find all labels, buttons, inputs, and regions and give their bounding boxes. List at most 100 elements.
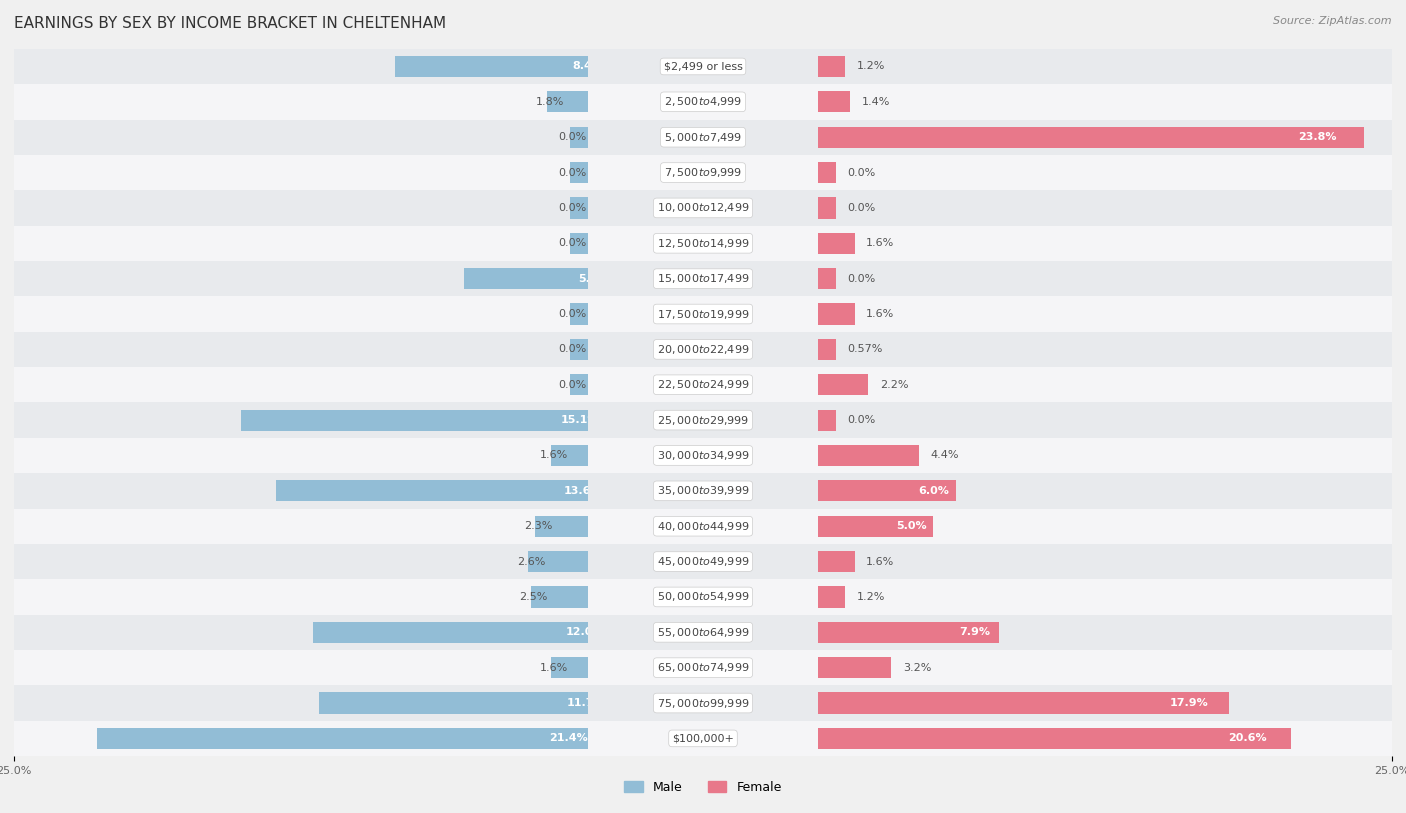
Bar xyxy=(569,233,588,254)
Bar xyxy=(569,339,588,360)
Bar xyxy=(276,480,588,502)
Text: 20.6%: 20.6% xyxy=(1229,733,1267,743)
Text: $75,000 to $99,999: $75,000 to $99,999 xyxy=(657,697,749,710)
Bar xyxy=(818,374,869,395)
Text: 8.4%: 8.4% xyxy=(572,62,603,72)
Bar xyxy=(0,332,1406,367)
Text: $12,500 to $14,999: $12,500 to $14,999 xyxy=(657,237,749,250)
Bar xyxy=(0,85,1406,120)
Bar xyxy=(0,509,1406,544)
Bar xyxy=(0,155,1406,190)
Bar xyxy=(0,650,1406,685)
Text: 1.6%: 1.6% xyxy=(866,309,894,319)
Bar xyxy=(0,544,1406,579)
Bar xyxy=(818,622,1000,643)
Text: 0.0%: 0.0% xyxy=(558,133,586,142)
Bar xyxy=(0,226,1406,261)
Bar xyxy=(818,56,845,77)
Bar xyxy=(0,579,1406,615)
Text: 3.2%: 3.2% xyxy=(903,663,931,672)
Text: 0.0%: 0.0% xyxy=(558,309,586,319)
Bar xyxy=(0,509,1406,544)
Text: 0.0%: 0.0% xyxy=(848,167,876,177)
Bar xyxy=(0,615,1406,650)
Text: 17.9%: 17.9% xyxy=(1170,698,1208,708)
Bar xyxy=(0,437,1406,473)
Bar xyxy=(312,622,588,643)
Text: 0.0%: 0.0% xyxy=(558,380,586,389)
Bar xyxy=(0,473,1406,509)
Bar xyxy=(0,579,1406,615)
Bar xyxy=(818,162,837,183)
Bar xyxy=(242,410,588,431)
Bar xyxy=(818,303,855,324)
Text: 13.6%: 13.6% xyxy=(564,486,602,496)
Text: $5,000 to $7,499: $5,000 to $7,499 xyxy=(664,131,742,144)
Bar xyxy=(818,657,891,678)
Bar xyxy=(818,480,956,502)
Bar xyxy=(464,268,588,289)
Text: $50,000 to $54,999: $50,000 to $54,999 xyxy=(657,590,749,603)
Bar xyxy=(551,657,588,678)
Text: 1.6%: 1.6% xyxy=(866,557,894,567)
Bar xyxy=(0,367,1406,402)
Bar xyxy=(0,190,1406,226)
Bar xyxy=(0,402,1406,437)
Bar xyxy=(0,332,1406,367)
Bar xyxy=(818,339,837,360)
Text: 1.4%: 1.4% xyxy=(862,97,890,107)
Bar xyxy=(536,515,588,537)
Bar xyxy=(0,579,1406,615)
Bar xyxy=(0,49,1406,85)
Bar xyxy=(0,544,1406,579)
Legend: Male, Female: Male, Female xyxy=(619,776,787,798)
Bar xyxy=(531,586,588,607)
Text: $45,000 to $49,999: $45,000 to $49,999 xyxy=(657,555,749,568)
Bar xyxy=(569,374,588,395)
Text: EARNINGS BY SEX BY INCOME BRACKET IN CHELTENHAM: EARNINGS BY SEX BY INCOME BRACKET IN CHE… xyxy=(14,16,446,31)
Text: 1.6%: 1.6% xyxy=(540,450,568,460)
Bar xyxy=(0,85,1406,120)
Bar xyxy=(569,127,588,148)
Bar xyxy=(529,551,588,572)
Bar xyxy=(569,198,588,219)
Bar xyxy=(0,367,1406,402)
Bar xyxy=(0,49,1406,85)
Bar xyxy=(818,198,837,219)
Text: 0.0%: 0.0% xyxy=(848,415,876,425)
Bar xyxy=(0,297,1406,332)
Bar xyxy=(0,49,1406,85)
Text: 15.1%: 15.1% xyxy=(561,415,599,425)
Text: 0.57%: 0.57% xyxy=(848,345,883,354)
Text: $20,000 to $22,499: $20,000 to $22,499 xyxy=(657,343,749,356)
Bar xyxy=(0,261,1406,297)
Text: $35,000 to $39,999: $35,000 to $39,999 xyxy=(657,485,749,498)
Text: 0.0%: 0.0% xyxy=(558,203,586,213)
Bar xyxy=(0,650,1406,685)
Bar xyxy=(818,586,845,607)
Bar xyxy=(0,473,1406,509)
Bar xyxy=(818,410,837,431)
Bar xyxy=(0,297,1406,332)
Bar xyxy=(0,720,1406,756)
Text: 1.6%: 1.6% xyxy=(866,238,894,248)
Text: 2.2%: 2.2% xyxy=(880,380,908,389)
Text: 1.2%: 1.2% xyxy=(856,592,886,602)
Bar xyxy=(0,437,1406,473)
Bar xyxy=(0,332,1406,367)
Text: 12.0%: 12.0% xyxy=(567,628,605,637)
Text: Source: ZipAtlas.com: Source: ZipAtlas.com xyxy=(1274,16,1392,26)
Bar xyxy=(0,190,1406,226)
Text: $25,000 to $29,999: $25,000 to $29,999 xyxy=(657,414,749,427)
Bar xyxy=(0,226,1406,261)
Text: $2,500 to $4,999: $2,500 to $4,999 xyxy=(664,95,742,108)
Bar xyxy=(0,261,1406,297)
Text: 2.5%: 2.5% xyxy=(519,592,548,602)
Text: 0.0%: 0.0% xyxy=(848,203,876,213)
Bar xyxy=(0,473,1406,509)
Bar xyxy=(818,233,855,254)
Text: 1.2%: 1.2% xyxy=(856,62,886,72)
Text: 6.0%: 6.0% xyxy=(918,486,949,496)
Bar xyxy=(0,685,1406,720)
Bar xyxy=(0,297,1406,332)
